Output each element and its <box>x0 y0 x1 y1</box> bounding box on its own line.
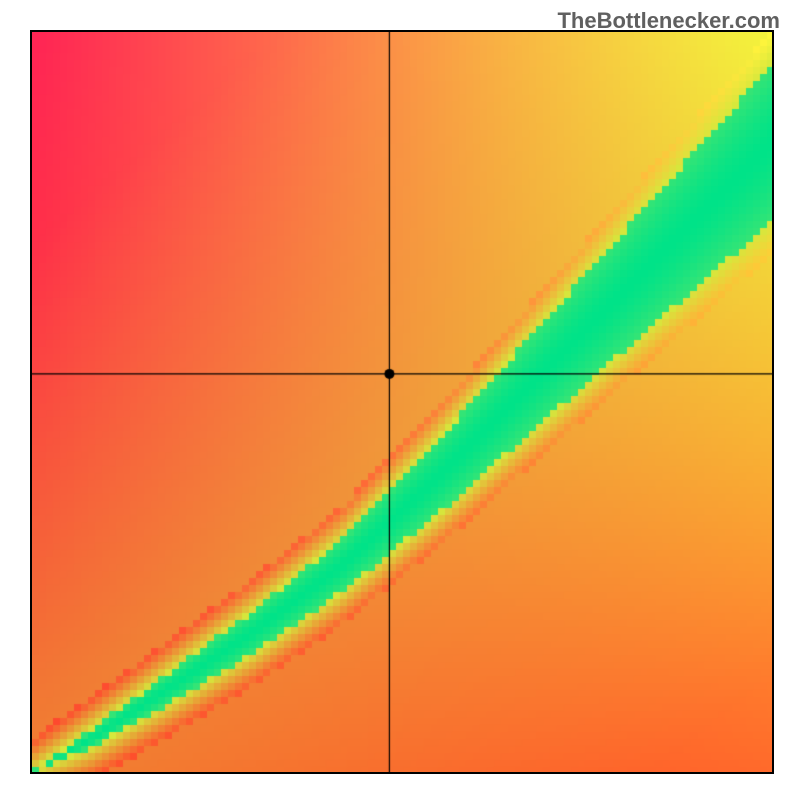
heatmap-canvas <box>32 32 772 772</box>
watermark-text: TheBottlenecker.com <box>557 8 780 34</box>
heatmap-plot <box>30 30 774 774</box>
chart-container: TheBottlenecker.com <box>0 0 800 800</box>
